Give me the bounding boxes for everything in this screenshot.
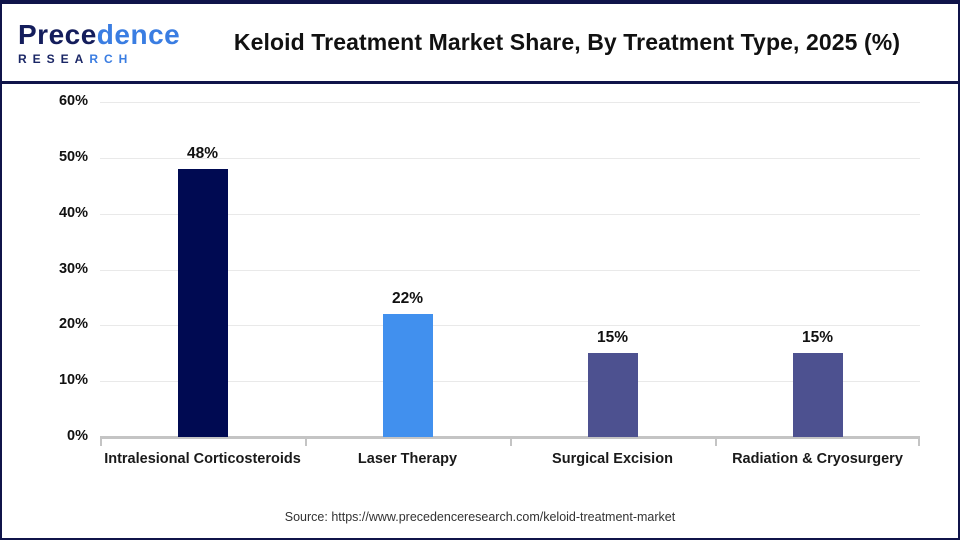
bar-laser-therapy <box>382 314 433 437</box>
header: Precedence RESEARCH Keloid Treatment Mar… <box>2 4 958 84</box>
x-axis-category-label: Laser Therapy <box>357 451 458 467</box>
x-axis-tick <box>918 437 920 446</box>
x-axis-category-label: Intralesional Corticosteroids <box>104 451 301 467</box>
x-axis-category-label: Surgical Excision <box>552 451 673 467</box>
bar-intralesional-corticosteroids <box>177 169 228 437</box>
gridline <box>100 269 920 271</box>
bar-value-label: 22% <box>391 290 424 308</box>
x-axis-tick <box>510 437 512 446</box>
y-axis-tick-label: 60% <box>58 93 88 109</box>
brand-subtitle: RESEARCH <box>18 53 190 65</box>
bar-surgical-excision <box>587 353 638 437</box>
bar-value-label: 15% <box>596 329 629 347</box>
gridline <box>100 102 920 103</box>
gridline <box>100 157 920 159</box>
bar-radiation-cryosurgery <box>792 353 843 437</box>
x-axis-tick <box>305 437 307 446</box>
x-axis-tick <box>100 437 102 446</box>
bar-value-label: 15% <box>801 329 834 347</box>
brand-logo: Precedence RESEARCH <box>18 18 190 65</box>
gridline <box>100 325 920 327</box>
brand-name-dark: Prece <box>18 18 97 50</box>
y-axis-tick-label: 0% <box>67 428 88 444</box>
source-citation: Source: https://www.precedenceresearch.c… <box>284 510 676 524</box>
gridline <box>100 213 920 215</box>
title-wrap: Keloid Treatment Market Share, By Treatm… <box>190 29 958 56</box>
x-axis-tick <box>715 437 717 446</box>
plot-area: 48% Intralesional Corticosteroids 22% Laser… <box>100 102 920 467</box>
brand-name: Precedence <box>18 18 190 50</box>
y-axis-tick-label: 10% <box>58 372 88 389</box>
brand-name-light: dence <box>96 18 181 50</box>
y-axis-tick-label: 40% <box>58 204 88 221</box>
chart-area: 48% Intralesional Corticosteroids 22% Laser… <box>2 84 958 535</box>
y-axis-tick-label: 20% <box>58 316 88 333</box>
x-axis-category-label: Radiation & Cryosurgery <box>732 451 903 467</box>
chart-title: Keloid Treatment Market Share, By Treatm… <box>233 29 901 55</box>
y-axis-tick-label: 30% <box>58 260 88 277</box>
brand-subtitle-dark: RESEA <box>18 51 90 66</box>
bar-value-label: 48% <box>186 145 219 162</box>
brand-subtitle-light: RCH <box>89 51 134 66</box>
gridline <box>100 381 920 383</box>
y-axis-tick-label: 50% <box>58 148 88 165</box>
